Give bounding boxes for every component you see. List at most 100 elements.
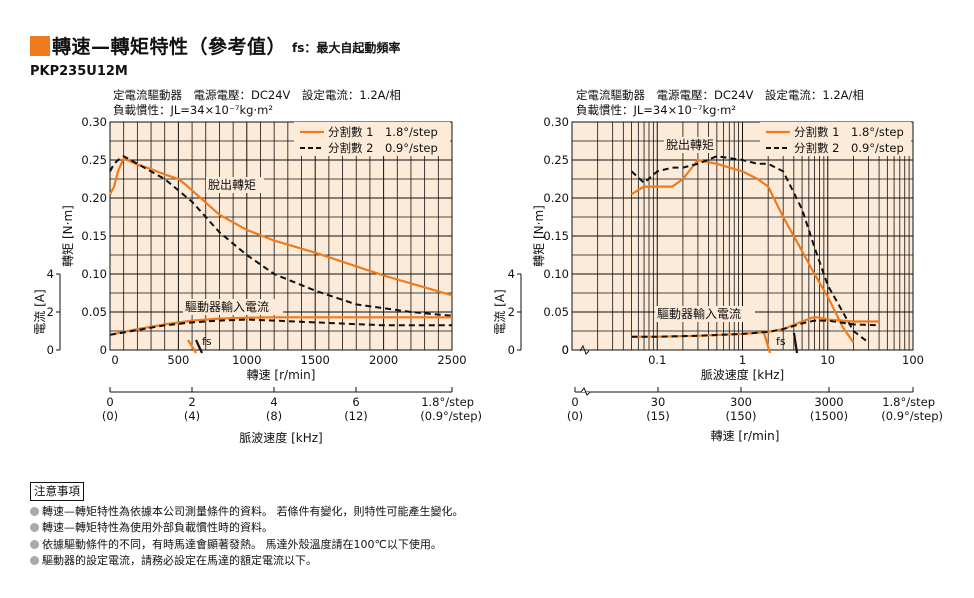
notes-title: 注意事項: [30, 482, 84, 501]
x-tick-label: 2000: [369, 353, 398, 367]
y-tick-label: 0.10: [81, 267, 107, 281]
x-tick-label: 500: [167, 353, 189, 367]
y2-axis-label: 電流 [A]: [493, 289, 507, 334]
secondary-sub-tick-label: (1500): [810, 409, 848, 423]
annotation-background: [206, 177, 264, 193]
secondary-tick-label: 30: [651, 395, 666, 409]
annotation-background: [655, 306, 755, 322]
secondary-sub-tick-label: (12): [344, 409, 368, 423]
secondary-tick-label: 2: [188, 395, 195, 409]
secondary-tick-label: 3000: [814, 395, 843, 409]
y-tick-label: 0.05: [81, 305, 107, 319]
charts-svg: 定電流驅動器 電源電壓：DC24V 設定電流：1.2A/相負載慣性：JL=34×…: [33, 88, 943, 445]
legend-entry: 分割數 1 1.8°/step: [794, 125, 904, 139]
secondary-sub-tick-label: (150): [726, 409, 757, 423]
axis-break-marker: [580, 387, 591, 396]
y-tick-label: 0.25: [81, 153, 107, 167]
note-item: 驅動器的設定電流，請務必設定在馬達的額定電流以下。: [30, 553, 464, 570]
note-item: 轉速—轉矩特性為使用外部負載慣性時的資料。: [30, 520, 464, 537]
page-title: 轉速—轉矩特性（參考值）: [52, 36, 287, 58]
y2-axis-label: 電流 [A]: [33, 289, 47, 334]
secondary-tick-label: 300: [730, 395, 752, 409]
note-text: 依據驅動條件的不同，有時馬達會顯著發熱。 馬達外殼溫度請在100℃以下使用。: [42, 537, 442, 551]
x-tick-label: 1000: [232, 353, 261, 367]
y-tick-label: 0.15: [81, 229, 107, 243]
fs-marker: [792, 332, 799, 354]
y2-tick-label: 2: [47, 305, 54, 319]
annotation-background: [183, 299, 283, 315]
secondary-sub-tick-label: (0): [102, 409, 118, 423]
y-tick-label: 0.20: [81, 191, 107, 205]
y-tick-label: 0: [100, 343, 107, 357]
secondary-sub-tick-label: (8): [266, 409, 282, 423]
y-tick-label: 0: [562, 343, 569, 357]
torque-series-line: [630, 155, 870, 344]
secondary-tick-label: 6: [352, 395, 359, 409]
annotation-pullout-torque: 脫出轉矩: [208, 177, 256, 192]
y-axis-label: 轉矩 [N·m]: [532, 205, 546, 267]
current-series-line: [631, 319, 880, 338]
secondary-tick-label: 0: [106, 395, 113, 409]
y2-tick-label: 0: [508, 343, 515, 357]
note-item: 依據驅動條件的不同，有時馬達會顯著發熱。 馬達外殼溫度請在100℃以下使用。: [30, 537, 464, 554]
axis-break-marker: [579, 344, 590, 355]
legend-background: [294, 122, 450, 156]
notes-section: 注意事項 轉速—轉矩特性為依據本公司測量條件的資料。 若條件有變化，則特性可能產…: [30, 482, 464, 570]
fs-marker: [762, 332, 772, 354]
title-bar: 轉速—轉矩特性（參考值） fs：最大自起動頻率: [30, 32, 400, 59]
y2-tick-label: 4: [508, 267, 515, 281]
bullet-icon: [30, 506, 39, 516]
annotation-background: [664, 137, 716, 153]
current-series-line: [109, 318, 452, 336]
secondary-sub-tick-label: (0.9°/step): [420, 409, 482, 423]
legend-background: [760, 122, 911, 156]
secondary-tick-label: 1.8°/step: [882, 395, 935, 409]
torque-series-line: [109, 157, 453, 297]
y2-tick-label: 2: [508, 305, 515, 319]
note-text: 轉速—轉矩特性為依據本公司測量條件的資料。 若條件有變化，則特性可能產生變化。: [42, 504, 464, 518]
secondary-x-axis-label: 轉速 [r/min]: [711, 429, 780, 443]
x-tick-label: 0.1: [648, 353, 666, 367]
note-text: 驅動器的設定電流，請務必設定在馬達的額定電流以下。: [42, 554, 317, 567]
y-tick-label: 0.20: [543, 191, 569, 205]
x-tick-label: 2500: [437, 353, 466, 367]
y-tick-label: 0.30: [543, 115, 569, 129]
secondary-tick-label: 1.8°/step: [421, 395, 474, 409]
model-name: PKP235U12M: [30, 64, 128, 79]
y2-tick-label: 0: [47, 343, 54, 357]
bullet-icon: [30, 556, 39, 565]
y-axis-label: 轉矩 [N·m]: [61, 205, 75, 267]
secondary-sub-tick-label: (4): [184, 409, 200, 423]
annotation-pullout-torque: 脫出轉矩: [666, 137, 714, 152]
x-tick-label: 10: [820, 353, 835, 367]
fs-marker: [195, 339, 203, 354]
x-axis-label: 轉速 [r/min]: [247, 368, 316, 382]
y-tick-label: 0.25: [543, 153, 569, 167]
bullet-icon: [30, 523, 39, 532]
secondary-x-axis-label: 脈波速度 [kHz]: [239, 430, 322, 445]
chart-conditions-line2: 負載慣性：JL=34×10⁻⁷kg·m²: [576, 103, 736, 117]
title-square-icon: [30, 35, 50, 56]
chart-conditions-line1: 定電流驅動器 電源電壓：DC24V 設定電流：1.2A/相: [576, 88, 864, 102]
secondary-sub-tick-label: (0.9°/step): [881, 409, 943, 423]
x-tick-label: 1500: [301, 353, 330, 367]
annotation-fs: fs: [202, 335, 212, 348]
annotation-fs: fs: [776, 335, 786, 348]
x-tick-label: 0: [111, 353, 118, 367]
legend-entry: 分割數 1 1.8°/step: [328, 125, 438, 139]
chart-conditions-line1: 定電流驅動器 電源電壓：DC24V 設定電流：1.2A/相: [113, 88, 401, 102]
y2-tick-label: 4: [47, 267, 54, 281]
torque-series-line: [109, 155, 453, 317]
y-tick-label: 0.30: [81, 115, 107, 129]
torque-series-line: [631, 158, 855, 344]
secondary-sub-tick-label: (15): [646, 409, 670, 423]
fs-marker: [187, 339, 197, 354]
y-tick-label: 0.15: [543, 229, 569, 243]
x-tick-label: 1: [739, 353, 746, 367]
y-tick-label: 0.05: [543, 305, 569, 319]
y-tick-label: 0.10: [543, 267, 569, 281]
chart-conditions-line2: 負載慣性：JL=34×10⁻⁷kg·m²: [113, 103, 273, 117]
bullet-icon: [30, 539, 39, 549]
y-tick-label: 0: [562, 343, 569, 357]
note-item: 轉速—轉矩特性為依據本公司測量條件的資料。 若條件有變化，則特性可能產生變化。: [30, 504, 464, 521]
